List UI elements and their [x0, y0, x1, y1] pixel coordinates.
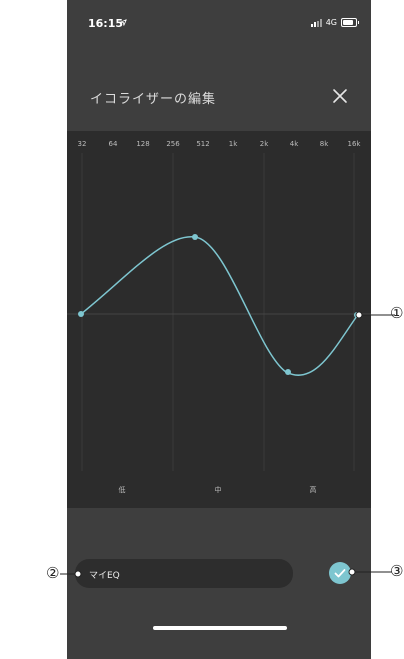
status-bar: 16:15 4G — [67, 0, 371, 40]
callout-number-3: ③ — [390, 562, 404, 580]
eq-point-handle[interactable] — [78, 311, 84, 317]
page-title: イコライザーの編集 — [90, 92, 217, 107]
battery-icon — [341, 18, 359, 27]
eq-point-handle[interactable] — [192, 234, 198, 240]
frequency-labels: 32 64 128 256 512 1k 2k 4k 8k 16k — [67, 140, 371, 152]
eq-name-field[interactable]: マイEQ — [75, 559, 293, 588]
freq-label: 16k — [347, 140, 361, 148]
eq-point-handle[interactable] — [285, 369, 291, 375]
network-type: 4G — [325, 18, 337, 27]
eq-graph — [67, 153, 371, 471]
callout-number-1: ① — [390, 304, 404, 322]
freq-label: 8k — [319, 140, 329, 148]
freq-label: 4k — [289, 140, 299, 148]
location-arrow-icon — [120, 19, 127, 26]
check-icon[interactable] — [329, 562, 351, 584]
status-icons: 4G — [310, 18, 359, 27]
eq-curve — [80, 236, 358, 376]
status-time: 16:15 — [88, 17, 124, 30]
eq-name-value: マイEQ — [89, 571, 120, 581]
freq-label: 1k — [228, 140, 238, 148]
freq-label: 2k — [259, 140, 269, 148]
band-labels: 低 中 高 — [67, 485, 371, 497]
freq-label: 128 — [136, 140, 150, 148]
freq-label: 32 — [77, 140, 87, 148]
signal-icon — [310, 18, 322, 27]
callout-line-1 — [355, 311, 395, 319]
freq-label: 64 — [108, 140, 118, 148]
callout-line-3 — [348, 568, 392, 576]
home-indicator[interactable] — [153, 626, 287, 630]
phone-screen: 16:15 4G イコライザーの編集 32 64 128 256 512 1k … — [67, 0, 371, 659]
band-label-mid: 中 — [214, 486, 222, 494]
close-icon[interactable] — [330, 86, 350, 106]
band-label-low: 低 — [118, 486, 126, 494]
callout-number-2: ② — [46, 564, 60, 582]
band-label-high: 高 — [309, 486, 317, 494]
callout-line-2 — [60, 570, 82, 578]
freq-label: 256 — [166, 140, 180, 148]
freq-label: 512 — [196, 140, 210, 148]
equalizer-panel: 32 64 128 256 512 1k 2k 4k 8k 16k 低 中 — [67, 131, 371, 508]
